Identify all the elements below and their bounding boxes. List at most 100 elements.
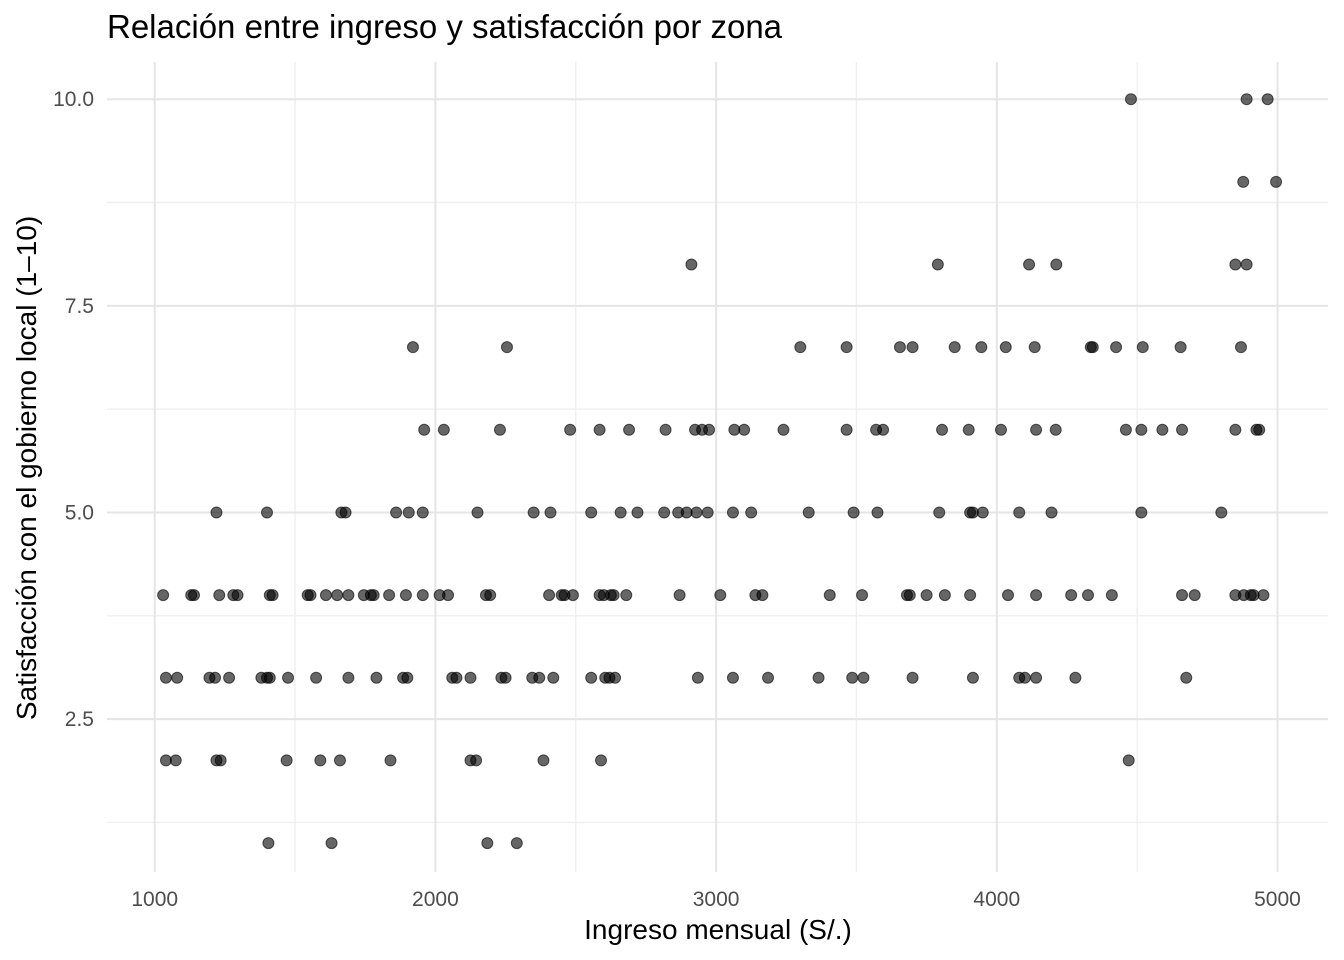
data-point — [1023, 258, 1036, 271]
y-axis-title: Satisfacción con el gobierno local (1–10… — [11, 216, 42, 720]
data-point — [314, 754, 327, 767]
x-axis-ticks: 1000 2000 3000 4000 5000 — [131, 888, 1300, 911]
data-point — [437, 423, 450, 436]
data-point — [1002, 589, 1015, 602]
data-point — [1105, 589, 1118, 602]
data-point — [701, 506, 714, 519]
data-point — [1069, 671, 1082, 684]
data-point — [1049, 423, 1062, 436]
y-tick-label: 7.5 — [65, 295, 94, 318]
data-point — [499, 671, 512, 684]
data-point — [1086, 341, 1099, 354]
data-point — [484, 589, 497, 602]
data-point — [745, 506, 758, 519]
data-point — [726, 506, 739, 519]
data-point — [994, 423, 1007, 436]
data-point — [1082, 589, 1095, 602]
data-point — [401, 671, 414, 684]
data-point — [1234, 341, 1247, 354]
y-tick-label: 5.0 — [65, 501, 94, 524]
data-point — [262, 837, 275, 850]
data-point — [691, 671, 704, 684]
data-point — [903, 589, 916, 602]
data-point — [310, 671, 323, 684]
data-point — [840, 341, 853, 354]
data-point — [703, 423, 716, 436]
data-point — [1240, 258, 1253, 271]
data-point — [802, 506, 815, 519]
data-point — [607, 589, 620, 602]
data-point — [399, 589, 412, 602]
data-point — [1229, 423, 1242, 436]
data-point — [1030, 423, 1043, 436]
data-point — [931, 258, 944, 271]
data-points — [157, 93, 1283, 850]
y-tick-label: 10.0 — [53, 88, 94, 111]
data-point — [527, 506, 540, 519]
data-point — [171, 671, 184, 684]
data-point — [938, 589, 951, 602]
data-point — [214, 754, 227, 767]
data-point — [304, 589, 317, 602]
data-point — [1237, 175, 1250, 188]
data-point — [282, 671, 295, 684]
data-point — [1174, 341, 1187, 354]
data-point — [333, 754, 346, 767]
data-point — [1124, 93, 1137, 106]
data-point — [620, 589, 633, 602]
data-point — [794, 341, 807, 354]
data-point — [339, 506, 352, 519]
data-point — [1261, 93, 1274, 106]
data-point — [169, 754, 182, 767]
data-point — [966, 671, 979, 684]
data-point — [756, 589, 769, 602]
data-point — [962, 423, 975, 436]
x-tick-label: 5000 — [1254, 888, 1301, 911]
data-point — [726, 671, 739, 684]
data-point — [1030, 589, 1043, 602]
data-point — [1045, 506, 1058, 519]
data-point — [481, 837, 494, 850]
y-axis-ticks: 2.5 5.0 7.5 10.0 — [53, 88, 94, 731]
data-point — [856, 589, 869, 602]
data-point — [470, 754, 483, 767]
data-point — [906, 671, 919, 684]
data-point — [1229, 258, 1242, 271]
data-point — [384, 754, 397, 767]
data-point — [1119, 423, 1132, 436]
data-point — [1028, 341, 1041, 354]
x-tick-label: 3000 — [693, 888, 740, 911]
data-point — [390, 506, 403, 519]
x-axis-title: Ingreso mensual (S/.) — [584, 914, 852, 945]
data-point — [948, 341, 961, 354]
data-point — [543, 589, 556, 602]
data-point — [547, 671, 560, 684]
data-point — [964, 589, 977, 602]
data-point — [871, 506, 884, 519]
data-point — [416, 589, 429, 602]
data-point — [213, 589, 226, 602]
data-point — [260, 506, 273, 519]
data-point — [1176, 589, 1189, 602]
data-point — [402, 506, 415, 519]
data-point — [1156, 423, 1169, 436]
data-point — [1136, 341, 1149, 354]
data-point — [266, 589, 279, 602]
data-point — [510, 837, 523, 850]
data-point — [450, 671, 463, 684]
data-point — [263, 671, 276, 684]
data-point — [685, 258, 698, 271]
data-point — [1122, 754, 1135, 767]
data-point — [209, 671, 222, 684]
data-point — [877, 423, 890, 436]
data-point — [1030, 671, 1043, 684]
data-point — [1013, 506, 1026, 519]
data-point — [623, 423, 636, 436]
data-point — [533, 671, 546, 684]
data-point — [857, 671, 870, 684]
data-point — [1018, 671, 1031, 684]
data-point — [537, 754, 550, 767]
data-point — [823, 589, 836, 602]
x-tick-label: 1000 — [131, 888, 178, 911]
